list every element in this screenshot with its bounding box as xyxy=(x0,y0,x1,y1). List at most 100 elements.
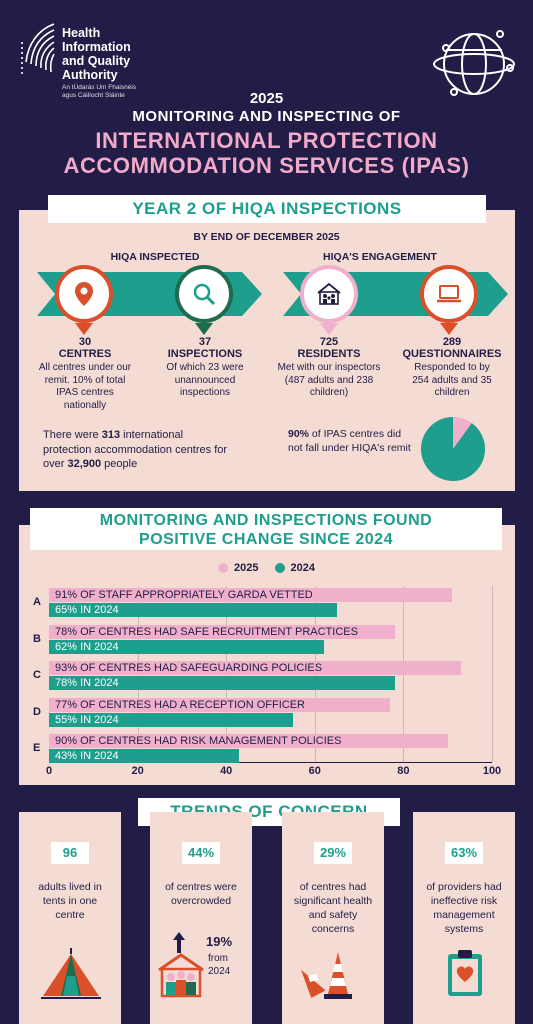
trend-card-tents: 96 adults lived in tents in one centre xyxy=(19,812,121,1024)
org-name-line: and Quality xyxy=(62,54,131,68)
pie-note-text: of IPAS centres did not fall under HIQA'… xyxy=(288,428,411,454)
questionnaires-circle xyxy=(420,265,478,323)
x-tick-label: 0 xyxy=(45,765,53,777)
centres-pin-tail xyxy=(75,323,93,335)
inspections-circle xyxy=(175,265,233,323)
org-name-line: Authority xyxy=(62,68,118,82)
globe-icon xyxy=(432,24,516,102)
bar-2025: 91% OF STAFF APPROPRIATELY GARDA VETTED xyxy=(49,588,453,602)
trend-change-line: from xyxy=(208,953,228,964)
x-axis-line xyxy=(49,762,492,763)
bar-2024: 78% IN 2024 xyxy=(49,676,395,690)
bar-2024: 65% IN 2024 xyxy=(49,603,337,617)
trend-card-health-safety: 29% of centres had significant health an… xyxy=(282,812,384,1024)
centres-note-number: 313 xyxy=(101,429,121,441)
bar-2025: 93% OF CENTRES HAD SAFEGUARDING POLICIES xyxy=(49,661,461,675)
category-label: E xyxy=(33,742,41,754)
x-tick-label: 80 xyxy=(397,765,410,777)
section1-heading: YEAR 2 OF HIQA INSPECTIONS xyxy=(48,195,486,223)
category-label: B xyxy=(33,632,41,645)
stat-desc: Met with our inspectors (487 adults and … xyxy=(277,362,381,398)
page-title-line: ACCOMMODATION SERVICES (IPAS) xyxy=(63,153,470,178)
chart-gridline xyxy=(492,586,493,762)
irish-line: An tÚdarás Um Fhaisnéis xyxy=(62,84,137,91)
legend-swatch xyxy=(274,563,285,573)
x-tick-label: 60 xyxy=(308,765,321,777)
residents-circle xyxy=(300,265,358,323)
org-name-irish: An tÚdarás Um Fhaisnéis agus Cáilíocht S… xyxy=(62,84,136,100)
traffic-cone-icon xyxy=(301,952,352,999)
section2-heading-line: POSITIVE CHANGE SINCE 2024 xyxy=(139,531,393,548)
trend-text: adults lived in tents in one centre xyxy=(38,881,102,921)
centres-note-number: 32,900 xyxy=(67,458,102,470)
trend-text: of providers had ineffective risk manage… xyxy=(426,881,502,935)
ipas-remit-pie xyxy=(421,417,485,481)
stat-label: QUESTIONNAIRES xyxy=(402,348,502,360)
clipboard-heart-icon xyxy=(448,950,482,996)
trend-card-risk: 63% of providers had ineffective risk ma… xyxy=(413,812,515,1024)
trend-card-overcrowded: 44% of centres were overcrowded 19% from… xyxy=(150,812,252,1024)
irish-line: agus Cáilíocht Sláinte xyxy=(62,92,125,99)
section2-heading-line: MONITORING AND INSPECTIONS FOUND xyxy=(99,512,433,529)
hiqa-engagement-label: HIQA'S ENGAGEMENT xyxy=(323,251,437,263)
tent-icon xyxy=(41,948,101,999)
crowded-house-icon xyxy=(158,953,204,998)
location-pin-icon xyxy=(75,282,93,306)
stat-desc: Responded to by 254 adults and 35 childr… xyxy=(412,362,492,398)
trend-change-line: 2024 xyxy=(208,966,231,977)
legend-label: 2025 xyxy=(234,562,259,574)
stat-label: CENTRES xyxy=(58,348,112,360)
centres-circle xyxy=(55,265,113,323)
up-arrow-icon xyxy=(173,932,185,953)
legend-item-2024: 2024 xyxy=(274,562,315,574)
legend-label: 2024 xyxy=(290,562,315,574)
hiqa-inspected-label: HIQA INSPECTED xyxy=(110,251,200,263)
bar-2025: 90% OF CENTRES HAD RISK MANAGEMENT POLIC… xyxy=(49,734,448,748)
trend-change-value: 19% xyxy=(206,934,233,949)
pie-slice-not-under-remit xyxy=(421,417,485,481)
stat-centres: 30 CENTRES All centres under our remit. … xyxy=(30,336,140,412)
section1-subheading: BY END OF DECEMBER 2025 xyxy=(193,231,340,243)
inspections-pin-tail xyxy=(195,323,213,335)
header-subtitle: MONITORING AND INSPECTING OF xyxy=(132,108,401,125)
stat-desc: Of which 23 were unannounced inspections xyxy=(166,362,244,398)
page-title-line: INTERNATIONAL PROTECTION xyxy=(95,128,438,153)
legend-item-2025: 2025 xyxy=(218,562,259,574)
stat-questionnaires: 289 QUESTIONNAIRES Responded to by 254 a… xyxy=(393,336,511,400)
bar-2025: 77% OF CENTRES HAD A RECEPTION OFFICER xyxy=(49,697,391,712)
trend-change-text: from 2024 xyxy=(208,952,230,978)
x-tick-label: 100 xyxy=(482,765,502,777)
org-name-line: Health xyxy=(62,26,101,40)
centres-note-text: There were xyxy=(43,429,102,441)
category-label: A xyxy=(33,596,41,608)
bar-2024: 55% IN 2024 xyxy=(49,712,293,727)
questionnaires-pin-tail xyxy=(440,323,458,335)
trend-text: of centres had significant health and sa… xyxy=(293,881,373,935)
section2-heading: MONITORING AND INSPECTIONS FOUND POSITIV… xyxy=(30,508,502,550)
stat-number: 30 xyxy=(78,336,92,348)
stat-number: 289 xyxy=(442,336,462,348)
stat-label: INSPECTIONS xyxy=(167,348,243,360)
stat-desc: All centres under our remit. 10% of tota… xyxy=(38,362,132,411)
org-name: Health Information and Quality Authority xyxy=(62,26,131,82)
pie-note-pct: 90% xyxy=(288,428,310,440)
bar-2024: 62% IN 2024 xyxy=(49,639,324,654)
page-title: INTERNATIONAL PROTECTION ACCOMMODATION S… xyxy=(0,128,533,178)
category-label: C xyxy=(33,669,41,681)
centres-note: There were 313 international protection … xyxy=(43,428,233,472)
legend-swatch xyxy=(218,563,229,573)
trend-value: 29% xyxy=(314,842,352,864)
x-tick-label: 40 xyxy=(220,765,233,777)
stat-number: 37 xyxy=(198,336,212,348)
x-tick-label: 20 xyxy=(131,765,144,777)
centres-note-text: people xyxy=(101,458,138,470)
stat-number: 725 xyxy=(319,336,339,348)
header-year: 2025 xyxy=(249,90,284,107)
bar-2025: 78% OF CENTRES HAD SAFE RECRUITMENT PRAC… xyxy=(49,624,395,639)
stat-label: RESIDENTS xyxy=(297,348,361,360)
bar-2024: 43% IN 2024 xyxy=(49,749,240,763)
stat-inspections: 37 INSPECTIONS Of which 23 were unannoun… xyxy=(150,336,260,400)
residents-pin-tail xyxy=(320,323,338,335)
trend-value: 96 xyxy=(51,842,89,864)
trend-text: of centres were overcrowded xyxy=(165,881,237,907)
